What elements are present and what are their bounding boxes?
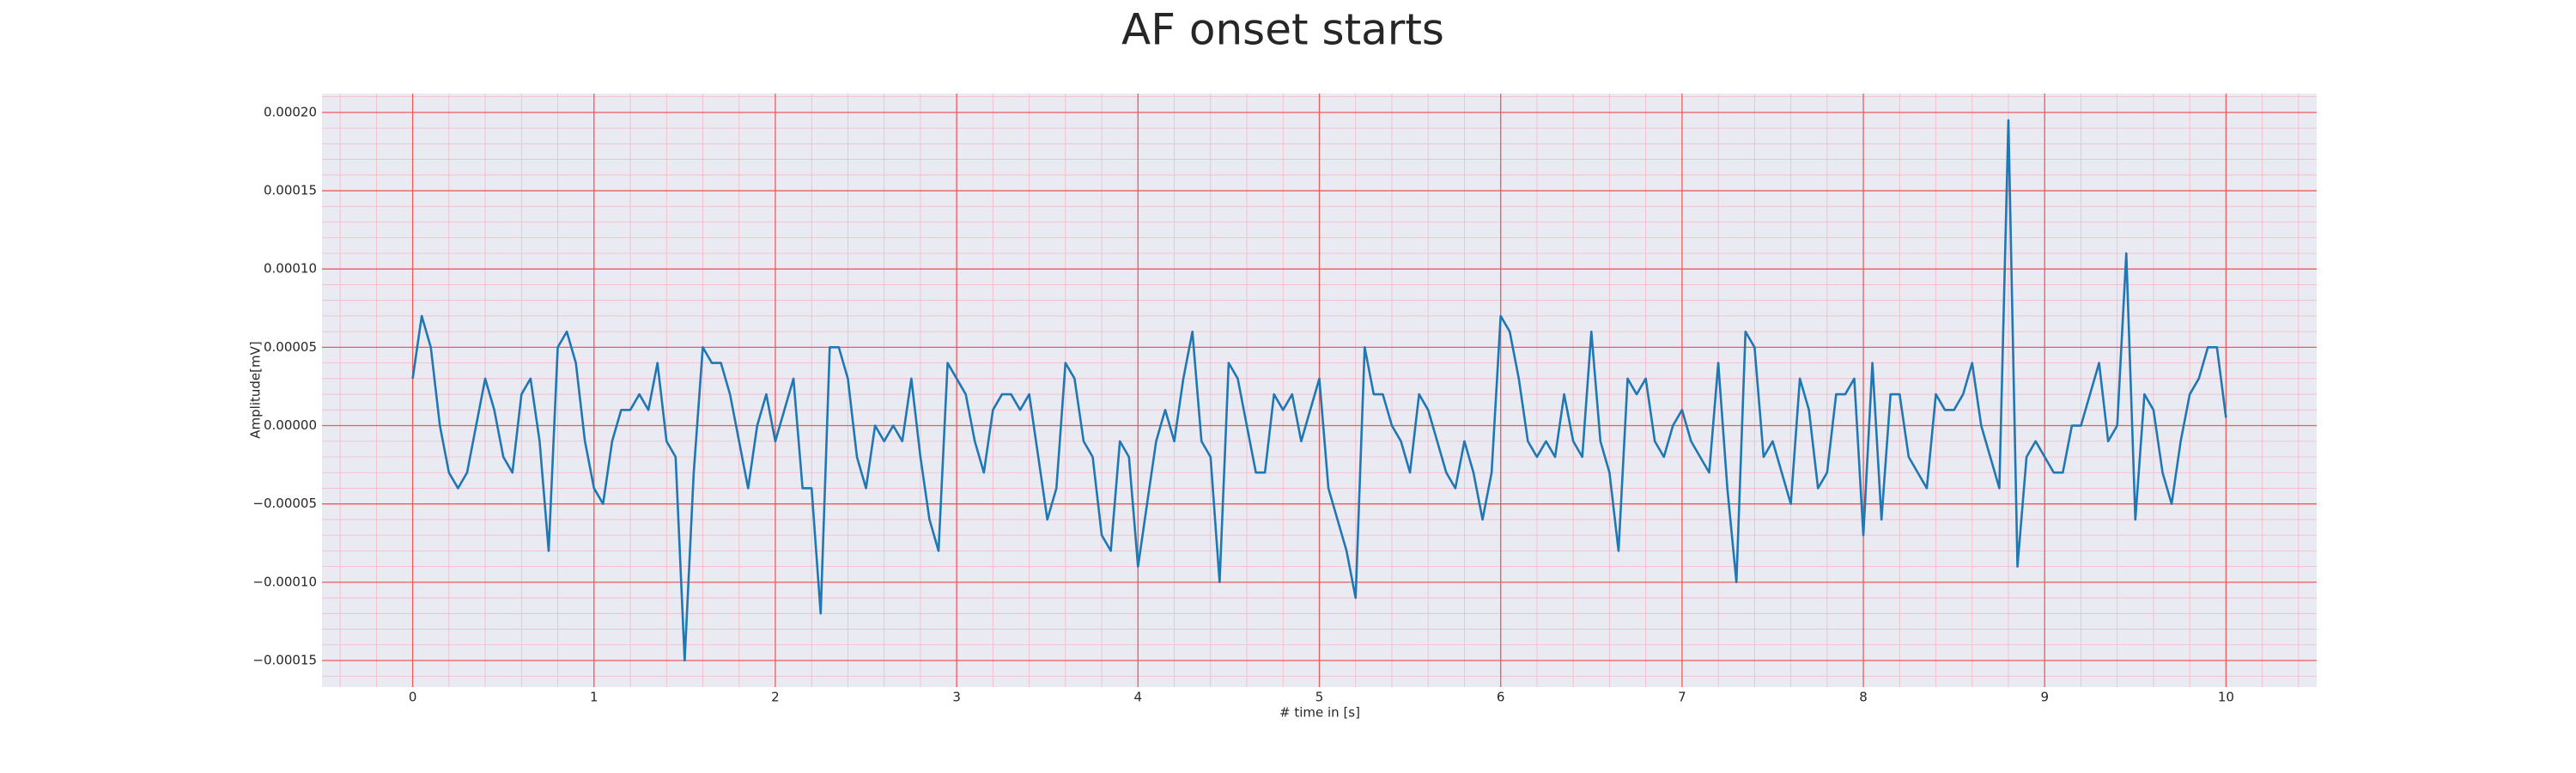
data-line: [411, 119, 2227, 662]
x-tick-label: 9: [2040, 690, 2049, 705]
x-tick-label: 3: [952, 690, 961, 705]
y-tick-label: −0.00015: [252, 653, 317, 668]
x-tick-label: 5: [1315, 690, 1324, 705]
x-axis-label: # time in [s]: [1279, 705, 1360, 721]
chart-title: AF onset starts: [1121, 5, 1444, 55]
y-axis-label: Amplitude[mV]: [248, 341, 264, 438]
y-tick-label: 0.00005: [264, 339, 317, 355]
y-tick-label: −0.00010: [252, 574, 317, 589]
x-tick-label: 0: [409, 690, 417, 705]
x-tick-label: 2: [771, 690, 780, 705]
x-tick-label: 8: [1859, 690, 1868, 705]
x-tick-label: 1: [590, 690, 598, 705]
x-tick-label: 4: [1134, 690, 1143, 705]
y-tick-label: 0.00000: [264, 417, 317, 433]
y-tick-label: −0.00005: [252, 496, 317, 511]
y-tick-label: 0.00020: [264, 104, 317, 119]
y-tick-label: 0.00015: [264, 183, 317, 198]
x-tick-label: 10: [2218, 690, 2234, 705]
y-tick-label: 0.00010: [264, 261, 317, 277]
x-tick-label: 7: [1678, 690, 1686, 705]
x-tick-label: 6: [1497, 690, 1505, 705]
